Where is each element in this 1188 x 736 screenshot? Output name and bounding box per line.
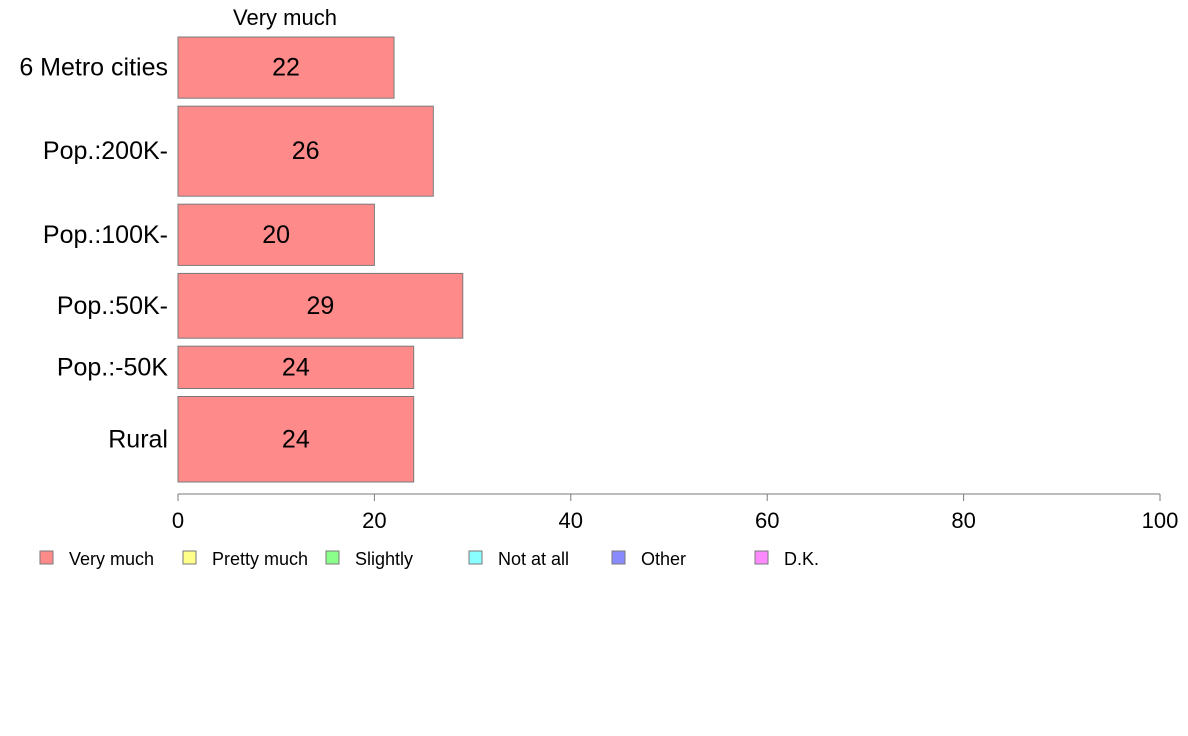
bar bbox=[177, 272, 464, 339]
bar-value-label: 29 bbox=[306, 292, 334, 320]
x-tick-label: 100 bbox=[1142, 508, 1179, 533]
x-tick-label: 80 bbox=[951, 508, 975, 533]
bar bbox=[177, 203, 375, 266]
bar-value-label: 20 bbox=[262, 221, 290, 249]
x-axis: 0 20 40 60 80 100 bbox=[172, 493, 1179, 533]
series-header: Very much bbox=[233, 5, 337, 30]
category-label: Pop.:100K- bbox=[43, 221, 168, 249]
bar bbox=[177, 36, 395, 99]
legend-label: Slightly bbox=[355, 549, 413, 569]
bars-layer: 22 6 Metro cities 26 Pop.:200K- 20 Pop.:100K-… bbox=[19, 36, 464, 483]
legend-swatch bbox=[182, 550, 197, 565]
category-label: Rural bbox=[108, 425, 168, 453]
legend: Very much Pretty much Slightly Not at all Ot… bbox=[39, 549, 819, 569]
bar-value-label: 24 bbox=[282, 353, 310, 381]
bar-value-label: 22 bbox=[272, 54, 300, 82]
category-label: Pop.:50K- bbox=[57, 292, 168, 320]
x-tick-label: 20 bbox=[362, 508, 386, 533]
bar-value-label: 26 bbox=[292, 137, 320, 165]
bar bbox=[177, 345, 415, 390]
category-label: 6 Metro cities bbox=[19, 54, 168, 82]
legend-swatch bbox=[468, 550, 483, 565]
category-label: Pop.:200K- bbox=[43, 137, 168, 165]
legend-swatch bbox=[611, 550, 626, 565]
x-tick-label: 60 bbox=[755, 508, 779, 533]
legend-swatch bbox=[39, 550, 54, 565]
x-tick-label: 40 bbox=[559, 508, 583, 533]
legend-label: Not at all bbox=[498, 549, 569, 569]
bar-value-label: 24 bbox=[282, 425, 310, 453]
legend-label: D.K. bbox=[784, 549, 819, 569]
legend-swatch bbox=[754, 550, 769, 565]
x-tick-label: 0 bbox=[172, 508, 184, 533]
bar bbox=[177, 396, 415, 483]
legend-swatch bbox=[325, 550, 340, 565]
category-label: Pop.:-50K bbox=[57, 353, 169, 381]
legend-label: Other bbox=[641, 549, 686, 569]
legend-label: Pretty much bbox=[212, 549, 308, 569]
bar bbox=[177, 105, 434, 197]
legend-label: Very much bbox=[69, 549, 154, 569]
